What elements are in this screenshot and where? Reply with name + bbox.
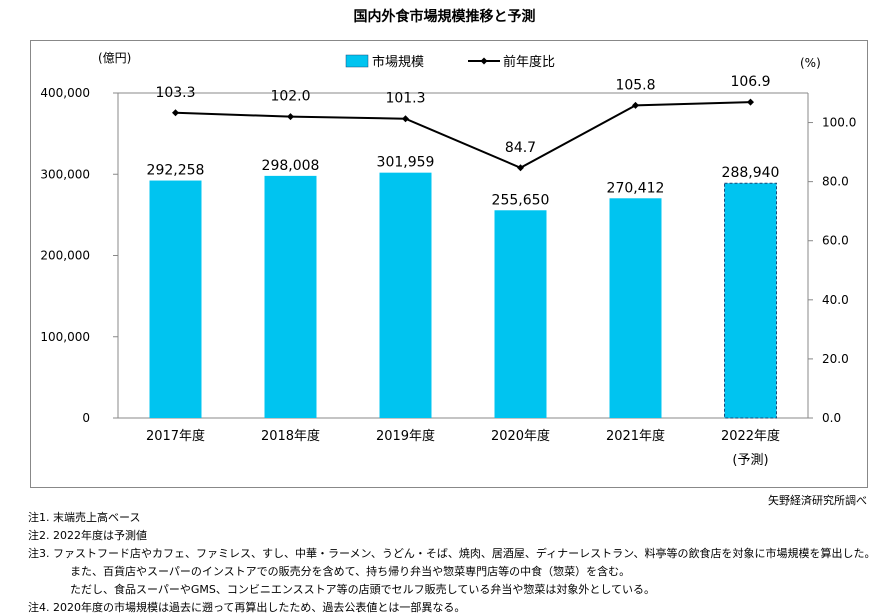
legend-bar-swatch [345, 54, 369, 68]
ratio-value-label: 84.7 [505, 140, 536, 156]
ratio-point [747, 98, 754, 106]
note-2: 注2. 2022年度は予測値 [28, 529, 147, 542]
bar-value-label: 255,650 [492, 192, 550, 208]
bar-2022年度 [724, 182, 777, 419]
right-tick-label: 20.0 [822, 352, 849, 366]
left-tick-label: 200,000 [40, 249, 90, 263]
right-tick-label: 80.0 [822, 175, 849, 189]
ratio-value-label: 105.8 [615, 77, 655, 93]
ratio-value-label: 106.9 [730, 74, 770, 90]
ratio-point [287, 113, 294, 121]
bar-2017年度 [149, 180, 202, 418]
bar-2018年度 [264, 175, 317, 418]
note-1: 注1. 末端売上高ベース [28, 511, 141, 524]
x-tick-label: 2020年度 [491, 428, 550, 444]
right-tick-label: 60.0 [822, 234, 849, 248]
note-4: 注4. 2020年度の市場規模は過去に遡って再算出したため、過去公表値とは一部異… [28, 601, 466, 614]
right-tick-label: 40.0 [822, 293, 849, 307]
x-tick-label: 2017年度 [146, 428, 205, 444]
chart-frame [30, 40, 868, 488]
x-tick-sublabel: (予測) [732, 453, 768, 468]
note-3-line-3: ただし、食品スーパーやGMS、コンビニエンスストア等の店頭でセルフ販売している弁… [70, 583, 656, 596]
right-tick-label: 0.0 [822, 411, 841, 425]
left-tick-label: 300,000 [40, 167, 90, 181]
ratio-line [175, 101, 751, 169]
x-tick-label: 2018年度 [261, 428, 320, 444]
note-3-line-2: また、百貨店やスーパーのインストアでの販売分を含めて、持ち帰り弁当や惣菜専門店等… [70, 565, 631, 578]
chart: 0 100,000 200,000 300,000 400,000 0.0 20.0 40.0… [40, 51, 856, 468]
bar-2019年度 [379, 172, 432, 418]
legend-line-marker [480, 57, 488, 65]
ratio-point [632, 101, 639, 109]
ratio-value-label: 102.0 [270, 89, 310, 105]
x-tick-label: 2019年度 [376, 428, 435, 444]
legend-line-label: 前年度比 [503, 54, 555, 70]
ratio-point [517, 164, 524, 172]
ratio-point [172, 109, 179, 117]
bar-value-label: 298,008 [262, 158, 320, 174]
bar-2021年度 [609, 198, 662, 418]
ratio-point [402, 115, 409, 123]
ratio-value-label: 101.3 [385, 91, 425, 107]
left-axis-unit: (億円) [98, 51, 131, 65]
ratio-value-label: 103.3 [155, 85, 195, 101]
left-tick-label: 0 [82, 411, 90, 425]
source-label: 矢野経済研究所調べ [768, 494, 867, 507]
legend-bar-label: 市場規模 [372, 54, 424, 70]
bar-value-label: 301,959 [377, 155, 435, 171]
left-tick-label: 100,000 [40, 330, 90, 344]
right-axis-unit: (%) [800, 56, 821, 70]
right-tick-label: 100.0 [822, 116, 856, 130]
bar-value-label: 292,258 [147, 163, 205, 179]
note-3: 注3. ファストフード店やカフェ、ファミレス、すし、中華・ラーメン、うどん・そば… [28, 547, 876, 560]
bar-2020年度 [494, 210, 547, 418]
bar-value-label: 288,940 [722, 165, 780, 181]
chart-title: 国内外食市場規模推移と予測 [353, 9, 536, 25]
x-tick-label: 2022年度 [721, 428, 780, 444]
left-tick-label: 400,000 [40, 86, 90, 100]
bar-value-label: 270,412 [607, 180, 665, 196]
x-tick-label: 2021年度 [606, 428, 665, 444]
